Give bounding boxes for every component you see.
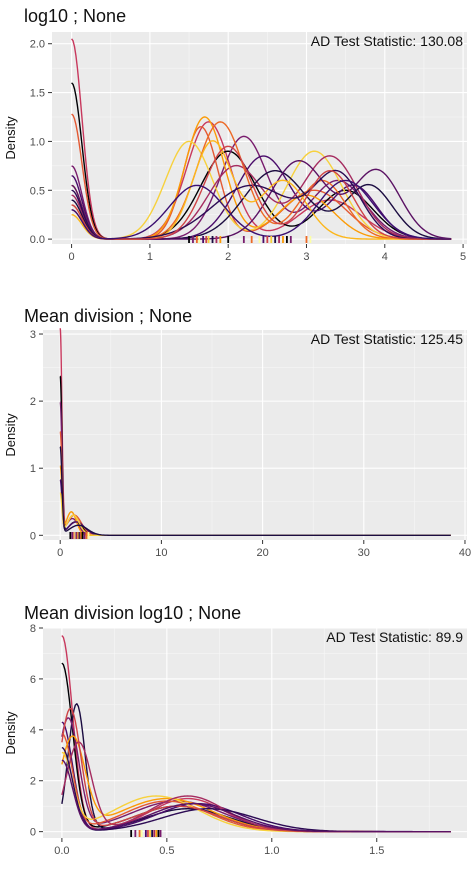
x-tick-label: 0.0 [54,845,69,857]
density-curve-12 [61,759,451,833]
plot-background [43,628,467,838]
density-curve-15 [71,179,452,240]
y-tick-label: 3 [30,329,36,341]
chart-title: log10 ; None [24,6,126,26]
y-tick-label: 2 [30,776,36,788]
x-tick-label: 4 [382,251,388,263]
x-tick-label: 40 [459,547,471,559]
x-tick-label: 1.0 [264,845,279,857]
x-tick-label: 1 [147,251,153,263]
chart-log10: log10 ; None AD Test Statistic: 130.08 0 1 2… [3,6,467,263]
y-axis-label: Density [3,116,18,160]
y-tick-label: 2 [30,396,36,408]
y-tick-label: 0.0 [30,234,45,246]
density-curve-8 [59,446,451,536]
y-tick-label: 2.0 [30,39,45,51]
y-tick-label: 6 [30,674,36,686]
x-tick-label: 0 [69,251,75,263]
y-tick-label: 8 [30,623,36,635]
y-tick-label: 1.0 [30,136,45,148]
x-tick-label: 30 [358,547,370,559]
panel-log10: log10 ; None AD Test Statistic: 130.08 0 1 2… [0,0,475,275]
x-tick-label: 20 [256,547,268,559]
x-tick-label: 10 [155,547,167,559]
x-tick-label: 0.5 [159,845,174,857]
y-axis-label: Density [3,413,18,457]
x-tick-label: 2 [225,251,231,263]
density-curve-14 [71,145,452,240]
x-tick-label: 0 [57,547,63,559]
ad-test-annotation: AD Test Statistic: 89.9 [326,629,463,645]
y-tick-label: 0 [30,530,36,542]
panel-mean-division-log10: Mean division log10 ; None AD Test Statis… [0,595,475,875]
chart-title: Mean division ; None [24,306,192,326]
chart-mean-division-log10: Mean division log10 ; None AD Test Statis… [3,603,467,857]
y-tick-label: 0.5 [30,185,45,197]
plot-background [52,32,467,244]
chart-title: Mean division log10 ; None [24,603,241,623]
y-axis-label: Density [3,711,18,755]
x-tick-label: 3 [303,251,309,263]
panel-mean-division: Mean division ; None AD Test Statistic: 1… [0,298,475,570]
density-curve-7 [71,140,452,240]
y-tick-label: 4 [30,725,36,737]
x-tick-label: 5 [460,251,466,263]
x-tick-label: 1.5 [369,845,384,857]
ad-test-annotation: AD Test Statistic: 130.08 [311,33,463,49]
ad-test-annotation: AD Test Statistic: 125.45 [311,331,463,347]
y-tick-label: 1 [30,463,36,475]
chart-mean-division: Mean division ; None AD Test Statistic: 1… [3,306,471,559]
plot-background [43,330,467,540]
y-tick-label: 1.5 [30,88,45,100]
y-tick-label: 0 [30,827,36,839]
